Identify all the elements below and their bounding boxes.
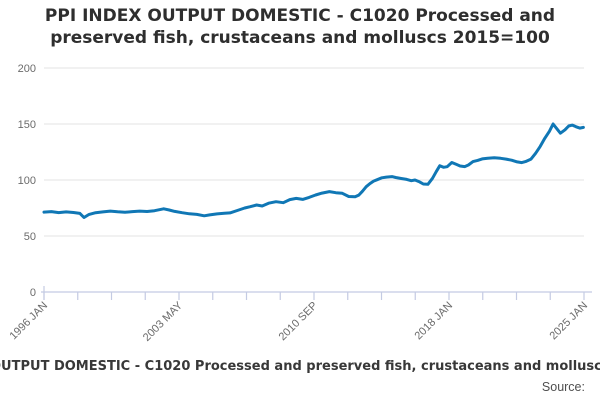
y-axis-tick-label: 0 bbox=[30, 287, 36, 299]
y-axis-tick-label: 150 bbox=[18, 119, 36, 131]
x-axis-tick-label: 2018 JAN bbox=[412, 300, 455, 343]
series-line bbox=[42, 122, 585, 219]
chart-title-text: PPI INDEX OUTPUT DOMESTIC - C1020 Proces… bbox=[44, 6, 556, 48]
y-axis-tick-label: 100 bbox=[18, 175, 36, 187]
x-axis-tick-label: 2025 JAN bbox=[547, 300, 590, 343]
chart-title: PPI INDEX OUTPUT DOMESTIC - C1020 Proces… bbox=[0, 6, 600, 50]
y-axis-tick-label: 50 bbox=[24, 231, 36, 243]
x-axis-tick-label: 2010 SEP bbox=[277, 300, 321, 344]
footer-title: PPI INDEX OUTPUT DOMESTIC - C1020 Proces… bbox=[0, 359, 600, 374]
x-axis-tick-label: 1996 JAN bbox=[7, 300, 50, 343]
x-axis-tick-label: 2003 MAY bbox=[141, 299, 186, 344]
source-label: Source: bbox=[541, 380, 585, 394]
y-axis-tick-label: 200 bbox=[18, 63, 36, 75]
